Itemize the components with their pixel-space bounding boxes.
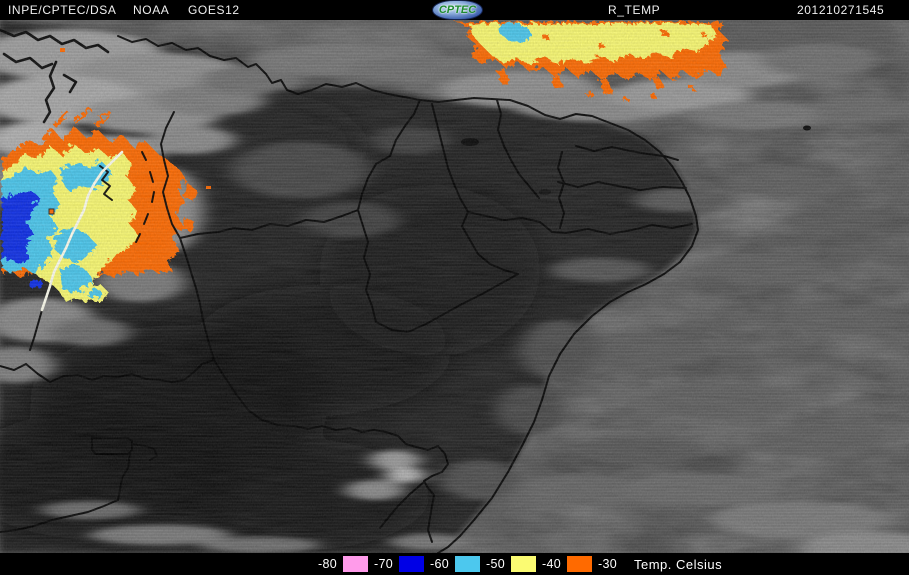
legend-swatch-cyan xyxy=(455,556,480,572)
legend-swatch-pink xyxy=(343,556,368,572)
legend-swatch-yellow xyxy=(511,556,536,572)
cptec-logo: CPTEC xyxy=(432,0,483,20)
grain-dark xyxy=(0,20,909,553)
cptec-logo-text: CPTEC xyxy=(438,4,477,16)
legend-label: -50 xyxy=(486,557,505,571)
legend-swatch-blue xyxy=(399,556,424,572)
satellite-image-svg xyxy=(0,20,909,553)
source-label: INPE/CPTEC/DSA xyxy=(8,3,117,17)
legend-label: -80 xyxy=(318,557,337,571)
temperature-legend: -80 -70 -60 -50 -40 -30 Temp. Celsius xyxy=(313,553,722,575)
product-label: R_TEMP xyxy=(608,3,661,17)
legend-bar: -80 -70 -60 -50 -40 -30 Temp. Celsius xyxy=(0,553,909,575)
timestamp-label: 201210271545 xyxy=(797,3,885,17)
legend-label: -40 xyxy=(542,557,561,571)
legend-title: Temp. Celsius xyxy=(634,556,723,572)
legend-label: -70 xyxy=(374,557,393,571)
legend-swatch-orange xyxy=(567,556,592,572)
agency-label: NOAA xyxy=(133,3,170,17)
header-bar: INPE/CPTEC/DSA NOAA GOES12 CPTEC R_TEMP … xyxy=(0,0,909,20)
satellite-image xyxy=(0,20,909,553)
satellite-label: GOES12 xyxy=(188,3,240,17)
legend-label: -60 xyxy=(430,557,449,571)
legend-label: -30 xyxy=(598,557,617,571)
